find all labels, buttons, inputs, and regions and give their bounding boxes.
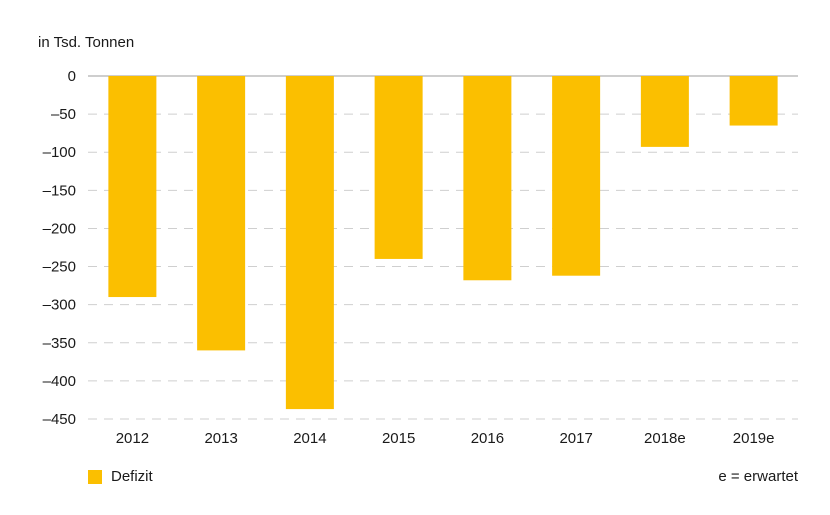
bar-2012 <box>108 76 157 298</box>
y-tick-label: –450 <box>43 411 76 428</box>
x-tick-label: 2013 <box>204 430 237 447</box>
y-tick-label: –200 <box>43 220 76 237</box>
x-tick-label: 2017 <box>559 430 592 447</box>
legend-label: Defizit <box>111 468 153 485</box>
y-tick-label: –150 <box>43 182 76 199</box>
bars <box>108 76 778 410</box>
x-tick-label: 2015 <box>382 430 415 447</box>
bar-2014 <box>285 76 334 410</box>
y-tick-label: –350 <box>43 335 76 352</box>
y-tick-labels: 0 –50 –100 –150 –200 –250 –300 –350 –400 –450 <box>43 68 76 428</box>
y-tick-label: –400 <box>43 373 76 390</box>
y-tick-label: –50 <box>51 106 76 123</box>
y-tick-label: –250 <box>43 259 76 276</box>
bar-2013 <box>197 76 246 351</box>
gridlines <box>88 75 798 420</box>
x-tick-label: 2019e <box>733 430 775 447</box>
legend-swatch <box>88 469 102 484</box>
x-tick-label: 2014 <box>293 430 326 447</box>
legend: Defizit <box>88 468 153 485</box>
x-tick-label: 2018e <box>644 430 686 447</box>
y-tick-label: –300 <box>43 297 76 314</box>
bar-2018e <box>640 76 689 147</box>
y-axis-unit-label: in Tsd. Tonnen <box>38 34 135 51</box>
x-tick-labels: 2012 2013 2014 2015 2016 2017 2018e 2019e <box>116 430 775 447</box>
x-tick-label: 2012 <box>116 430 149 447</box>
footnote: e = erwartet <box>718 468 798 485</box>
bar-2019e <box>729 76 778 126</box>
y-tick-label: 0 <box>68 68 76 85</box>
bar-2017 <box>552 76 601 276</box>
bar-2015 <box>374 76 423 259</box>
bar-2016 <box>463 76 512 281</box>
y-tick-label: –100 <box>43 144 76 161</box>
x-tick-label: 2016 <box>471 430 504 447</box>
